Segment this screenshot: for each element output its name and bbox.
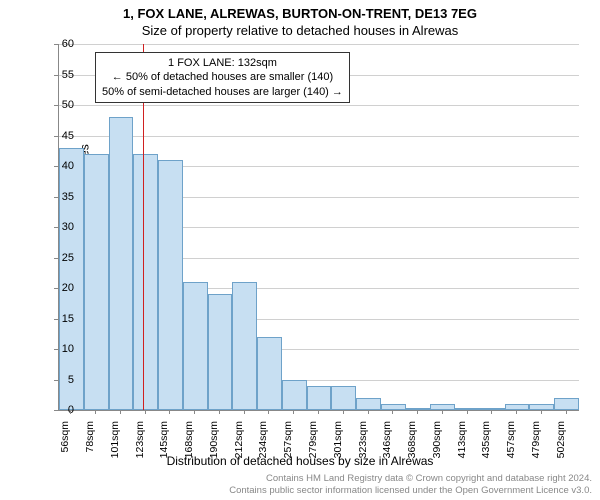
x-tick-label: 323sqm [357, 421, 369, 461]
y-tick-mark [54, 166, 58, 167]
histogram-bar [529, 404, 554, 410]
x-tick-label: 56sqm [59, 421, 71, 461]
x-tick-label: 123sqm [134, 421, 146, 461]
x-tick-mark [343, 410, 344, 414]
x-tick-label: 234sqm [257, 421, 269, 461]
y-tick-label: 5 [44, 374, 74, 386]
gridline [59, 105, 579, 106]
y-tick-mark [54, 380, 58, 381]
y-tick-mark [54, 319, 58, 320]
x-tick-label: 279sqm [307, 421, 319, 461]
y-tick-label: 60 [44, 38, 74, 50]
x-tick-mark [194, 410, 195, 414]
x-tick-label: 390sqm [431, 421, 443, 461]
histogram-bar [356, 398, 381, 410]
y-tick-mark [54, 197, 58, 198]
y-tick-label: 50 [44, 99, 74, 111]
y-tick-mark [54, 44, 58, 45]
histogram-bar [84, 154, 109, 410]
annotation-line3: 50% of semi-detached houses are larger (… [102, 85, 343, 99]
histogram-bar [59, 148, 84, 410]
x-tick-mark [268, 410, 269, 414]
x-tick-mark [541, 410, 542, 414]
histogram-bar [430, 404, 455, 410]
x-tick-mark [120, 410, 121, 414]
histogram-bar [257, 337, 282, 410]
y-tick-mark [54, 349, 58, 350]
annotation-line2: ← 50% of detached houses are smaller (14… [102, 70, 343, 84]
x-tick-label: 301sqm [332, 421, 344, 461]
x-tick-mark [318, 410, 319, 414]
histogram-bar [183, 282, 208, 410]
x-tick-mark [516, 410, 517, 414]
histogram-bar [282, 380, 307, 411]
x-tick-label: 413sqm [456, 421, 468, 461]
histogram-bar [554, 398, 579, 410]
gridline [59, 136, 579, 137]
x-tick-mark [293, 410, 294, 414]
x-tick-label: 101sqm [109, 421, 121, 461]
x-tick-label: 435sqm [480, 421, 492, 461]
x-tick-mark [70, 410, 71, 414]
x-tick-label: 145sqm [158, 421, 170, 461]
x-tick-mark [368, 410, 369, 414]
y-tick-label: 25 [44, 252, 74, 264]
y-tick-label: 35 [44, 191, 74, 203]
x-tick-mark [219, 410, 220, 414]
x-tick-mark [417, 410, 418, 414]
chart-title-sub: Size of property relative to detached ho… [0, 21, 600, 38]
y-tick-label: 40 [44, 160, 74, 172]
y-tick-label: 55 [44, 69, 74, 81]
y-tick-label: 45 [44, 130, 74, 142]
x-tick-label: 346sqm [381, 421, 393, 461]
annotation-box: 1 FOX LANE: 132sqm← 50% of detached hous… [95, 52, 350, 103]
x-tick-mark [95, 410, 96, 414]
x-tick-mark [491, 410, 492, 414]
y-tick-label: 20 [44, 282, 74, 294]
y-tick-mark [54, 258, 58, 259]
y-tick-label: 10 [44, 343, 74, 355]
y-tick-label: 30 [44, 221, 74, 233]
histogram-bar [331, 386, 356, 410]
y-tick-mark [54, 136, 58, 137]
y-tick-mark [54, 288, 58, 289]
x-tick-mark [244, 410, 245, 414]
x-tick-label: 168sqm [183, 421, 195, 461]
y-tick-mark [54, 227, 58, 228]
histogram-bar [208, 294, 233, 410]
x-tick-mark [467, 410, 468, 414]
x-tick-mark [392, 410, 393, 414]
footer-line1: Contains HM Land Registry data © Crown c… [229, 473, 592, 485]
x-tick-label: 190sqm [208, 421, 220, 461]
histogram-bar [307, 386, 332, 410]
x-tick-label: 78sqm [84, 421, 96, 461]
histogram-bar [109, 117, 134, 410]
histogram-bar [158, 160, 183, 410]
y-tick-mark [54, 75, 58, 76]
footer-attribution: Contains HM Land Registry data © Crown c… [229, 473, 592, 497]
histogram-bar [133, 154, 158, 410]
x-tick-label: 479sqm [530, 421, 542, 461]
gridline [59, 44, 579, 45]
histogram-bar [232, 282, 257, 410]
y-tick-mark [54, 410, 58, 411]
histogram-bar [455, 408, 480, 410]
x-tick-label: 457sqm [505, 421, 517, 461]
annotation-line1: 1 FOX LANE: 132sqm [102, 56, 343, 70]
y-tick-label: 15 [44, 313, 74, 325]
x-tick-label: 257sqm [282, 421, 294, 461]
y-tick-mark [54, 105, 58, 106]
x-tick-label: 502sqm [555, 421, 567, 461]
x-tick-mark [442, 410, 443, 414]
x-tick-label: 212sqm [233, 421, 245, 461]
x-tick-mark [169, 410, 170, 414]
x-tick-mark [566, 410, 567, 414]
x-tick-mark [145, 410, 146, 414]
chart-title-main: 1, FOX LANE, ALREWAS, BURTON-ON-TRENT, D… [0, 0, 600, 21]
footer-line2: Contains public sector information licen… [229, 485, 592, 497]
x-tick-label: 368sqm [406, 421, 418, 461]
